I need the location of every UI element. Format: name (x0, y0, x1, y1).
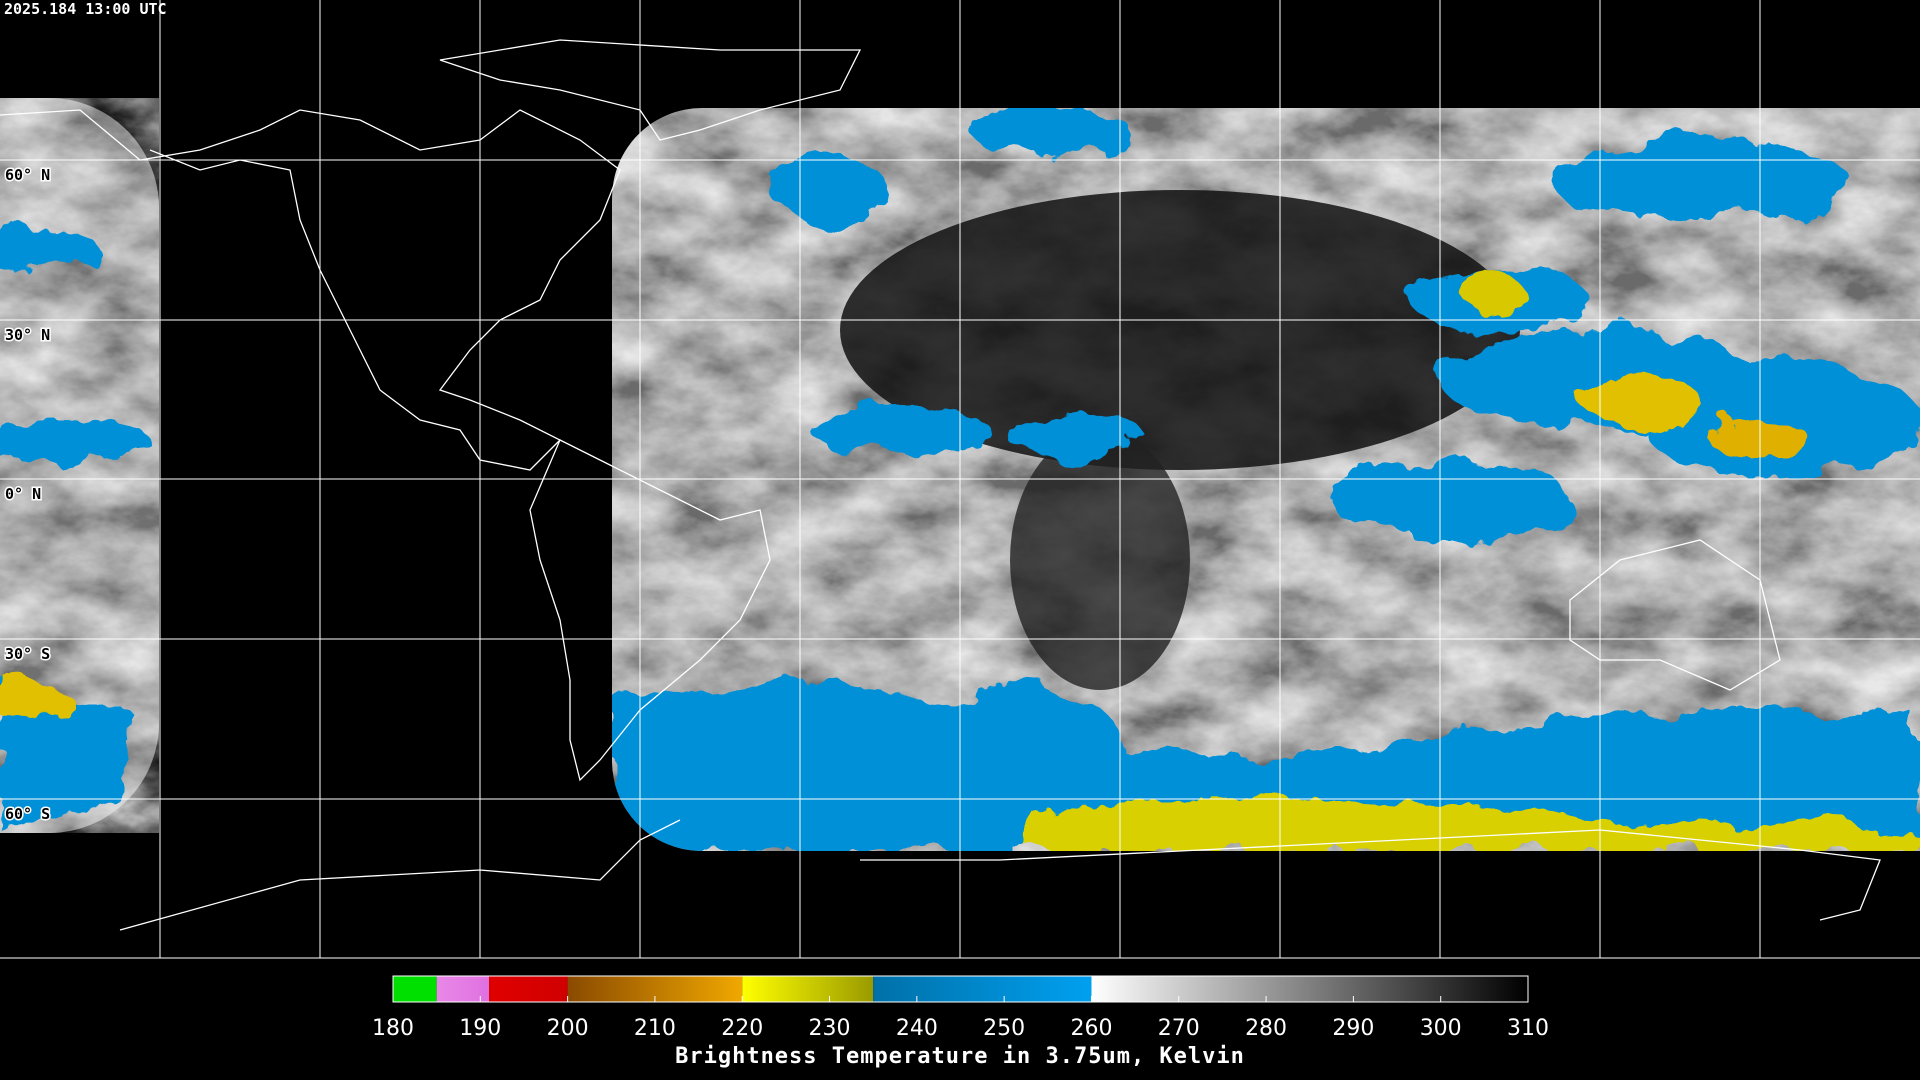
graticule (0, 0, 1920, 959)
latitude-labels: 60° N 30° N 0° N 30° S 60° S (4, 165, 52, 825)
australia (1569, 539, 1781, 691)
latitude-label: 30° N (5, 326, 50, 344)
very-cold-clouds (1030, 270, 1920, 851)
colorbar-tick-label: 180 (372, 1016, 414, 1041)
antarctica-west (119, 819, 681, 931)
colorbar-segment (393, 976, 437, 1002)
colorbar: 180 190 200 210 220 230 240 250 260 270 280 290 300 3… (372, 975, 1549, 1041)
colorbar-tick-label: 270 (1158, 1016, 1200, 1041)
africa-warm (1010, 430, 1190, 690)
colorbar-tick-label: 200 (547, 1016, 589, 1041)
latitude-label: 0° N (5, 485, 41, 503)
colorbar-tick-label: 260 (1070, 1016, 1112, 1041)
latitude-label: 60° N (5, 166, 50, 184)
colorbar-tick-label: 250 (983, 1016, 1025, 1041)
cold-clouds-left (0, 230, 150, 830)
colorbar-tick-label: 280 (1245, 1016, 1287, 1041)
colorbar-tick-label: 190 (459, 1016, 501, 1041)
colorbar-segment (1091, 976, 1528, 1002)
latitude-label: 30° S (5, 645, 50, 663)
greenland (439, 39, 862, 141)
colorbar-frame (392, 975, 1529, 1003)
latitude-label: 60° S (5, 805, 50, 823)
colorbar-tick-label: 310 (1507, 1016, 1549, 1041)
timestamp: 2025.184 13:00 UTC (4, 0, 167, 18)
colorbar-title: Brightness Temperature in 3.75um, Kelvin (675, 1044, 1245, 1069)
colorbar-segment (873, 976, 1092, 1002)
colorbar-tick-label: 240 (896, 1016, 938, 1041)
colorbar-segment (436, 976, 490, 1002)
colorbar-segment (489, 976, 568, 1002)
desert-warm (840, 190, 1520, 470)
colorbar-tick-label: 300 (1420, 1016, 1462, 1041)
imagery-left (0, 98, 159, 833)
colorbar-tick-label: 210 (634, 1016, 676, 1041)
colorbar-segment (742, 976, 874, 1002)
colorbar-tick-label: 290 (1332, 1016, 1374, 1041)
cold-clouds (612, 108, 1920, 851)
colorbar-tick-label: 220 (721, 1016, 763, 1041)
colorbar-tick-label: 230 (809, 1016, 851, 1041)
